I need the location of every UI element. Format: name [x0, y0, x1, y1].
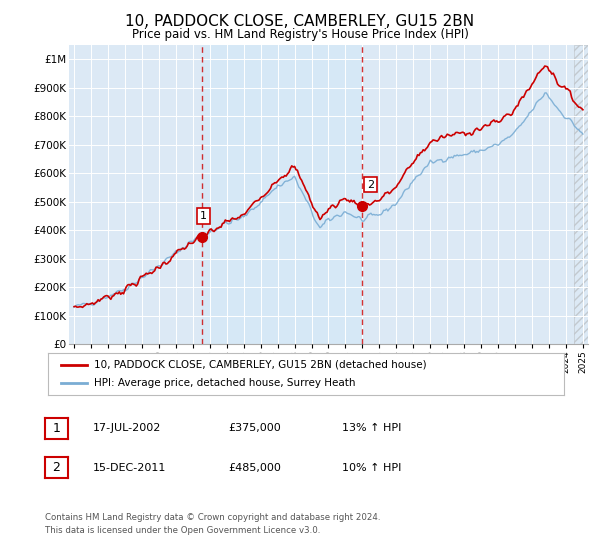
Text: 17-JUL-2002: 17-JUL-2002	[93, 423, 161, 433]
Text: 2: 2	[367, 180, 374, 190]
Text: 10, PADDOCK CLOSE, CAMBERLEY, GU15 2BN: 10, PADDOCK CLOSE, CAMBERLEY, GU15 2BN	[125, 14, 475, 29]
Text: £485,000: £485,000	[228, 463, 281, 473]
Text: 10% ↑ HPI: 10% ↑ HPI	[342, 463, 401, 473]
Text: Contains HM Land Registry data © Crown copyright and database right 2024.: Contains HM Land Registry data © Crown c…	[45, 513, 380, 522]
Text: 2: 2	[52, 461, 61, 474]
Text: 13% ↑ HPI: 13% ↑ HPI	[342, 423, 401, 433]
Bar	[574, 45, 592, 344]
Bar	[202, 45, 362, 344]
Text: 1: 1	[52, 422, 61, 435]
Text: 10, PADDOCK CLOSE, CAMBERLEY, GU15 2BN (detached house): 10, PADDOCK CLOSE, CAMBERLEY, GU15 2BN (…	[94, 360, 427, 370]
Text: Price paid vs. HM Land Registry's House Price Index (HPI): Price paid vs. HM Land Registry's House …	[131, 28, 469, 41]
Text: HPI: Average price, detached house, Surrey Heath: HPI: Average price, detached house, Surr…	[94, 379, 356, 389]
Text: 15-DEC-2011: 15-DEC-2011	[93, 463, 166, 473]
Text: This data is licensed under the Open Government Licence v3.0.: This data is licensed under the Open Gov…	[45, 526, 320, 535]
Text: 1: 1	[200, 211, 207, 221]
Text: £375,000: £375,000	[228, 423, 281, 433]
